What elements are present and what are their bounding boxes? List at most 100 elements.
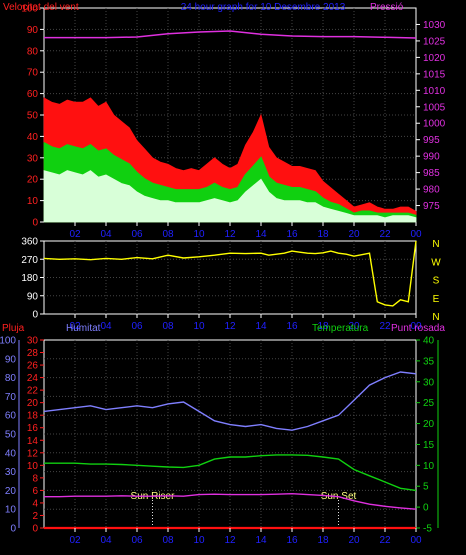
- direction-chart-x-tick-label: 16: [286, 321, 298, 332]
- direction-chart-x-tick-label: 06: [131, 321, 143, 332]
- rain-tick-label: 4: [32, 498, 38, 509]
- pressure-tick-label: 990: [423, 152, 440, 163]
- temp-chart-x-tick-label: 16: [286, 535, 298, 546]
- direction-chart-series: [43, 240, 417, 307]
- direction-chart-x-tick-label: 14: [255, 321, 267, 332]
- rain-tick-label: 2: [32, 511, 38, 522]
- temp-chart-x-tick-label: 08: [162, 535, 174, 546]
- temp-chart-x-tick-label: 22: [379, 535, 391, 546]
- rain-tick-label: 20: [27, 398, 39, 409]
- wind-speed-tick-label: 0: [32, 218, 38, 229]
- pressure-tick-label: 1000: [423, 119, 446, 130]
- wind-speed-axis: 0 10 20 30 40 50 60 70 80 90 100: [21, 4, 44, 229]
- direction-chart-x-tick-label: 12: [224, 321, 236, 332]
- temperature-tick-label: 5: [423, 482, 429, 493]
- temp-chart-x-tick-label: 02: [69, 535, 81, 546]
- humidity-tick-label: 80: [5, 373, 17, 384]
- pressure-tick-label: 995: [423, 135, 440, 146]
- temperature-tick-label: 40: [423, 336, 435, 347]
- compass-tick-label: S: [433, 276, 440, 287]
- rain-tick-label: 24: [27, 373, 39, 384]
- temperature-tick-label: 30: [423, 377, 435, 388]
- temperature-tick-label: 35: [423, 356, 435, 367]
- dew-point-line: [44, 492, 417, 510]
- rain-tick-label: 18: [27, 411, 39, 422]
- humidity-temperature-chart: Sun Riser Sun Set 02468101214161820222426…: [0, 323, 445, 546]
- wind-chart-x-tick-label: 14: [255, 229, 267, 240]
- rain-tick-label: 14: [27, 436, 39, 447]
- pressure-line: [44, 30, 417, 39]
- rain-axis-label: Pluja: [2, 323, 25, 334]
- temp-chart-x-tick-label: 00: [410, 535, 422, 546]
- dew-point-axis-label: Punt rosada: [391, 323, 445, 334]
- direction-chart-x-tick-label: 18: [317, 321, 329, 332]
- temperature-axis: -5 0 5 10 15 20 25 30 35 40: [416, 336, 439, 535]
- compass-tick-label: W: [431, 257, 441, 268]
- rain-tick-label: 28: [27, 348, 39, 359]
- compass-tick-label: E: [433, 294, 440, 305]
- temperature-tick-label: 15: [423, 440, 435, 451]
- wind-chart-x-tick-label: 10: [193, 229, 205, 240]
- rain-tick-label: 22: [27, 386, 39, 397]
- temp-chart-x-tick-label: 04: [100, 535, 112, 546]
- wind-chart-x-tick-label: 00: [410, 229, 422, 240]
- temp-chart-x-tick-label: 06: [131, 535, 143, 546]
- humidity-tick-label: 100: [0, 336, 16, 347]
- humidity-tick-label: 10: [5, 505, 17, 516]
- rain-tick-label: 30: [27, 336, 39, 347]
- wind-chart-x-tick-label: 20: [348, 229, 360, 240]
- pressure-axis-label: Pressió: [370, 2, 404, 13]
- pressure-axis: 975 980 985 990 995 1000 1005 1010 1015 1020 1025 1…: [416, 20, 446, 212]
- temperature-tick-label: 20: [423, 419, 435, 430]
- temperature-line: [44, 454, 417, 492]
- wind-speed-tick-label: 60: [27, 89, 39, 100]
- humidity-tick-label: 60: [5, 411, 17, 422]
- humidity-tick-label: 70: [5, 392, 17, 403]
- direction-chart-x-axis: 02 04 06 08 10 12 14 16 18 20 22 00: [69, 314, 422, 332]
- wind-speed-tick-label: 80: [27, 46, 39, 57]
- pressure-tick-label: 985: [423, 168, 440, 179]
- temperature-tick-label: -5: [423, 524, 432, 535]
- wind-chart-x-tick-label: 12: [224, 229, 236, 240]
- humidity-axis-label: Humitat: [66, 323, 101, 334]
- rain-tick-label: 12: [27, 448, 39, 459]
- direction-chart-x-tick-label: 22: [379, 321, 391, 332]
- wind-speed-tick-label: 20: [27, 175, 39, 186]
- humidity-line: [43, 371, 417, 431]
- wind-speed-axis-label: Velocitat del vent: [3, 2, 79, 13]
- humidity-tick-label: 40: [5, 448, 17, 459]
- rain-tick-label: 26: [27, 361, 39, 372]
- temp-chart-x-tick-label: 12: [224, 535, 236, 546]
- temperature-tick-label: 0: [423, 503, 429, 514]
- direction-chart-x-tick-label: 00: [410, 321, 422, 332]
- wind-minimum-area: [43, 170, 417, 223]
- temp-chart-x-tick-label: 20: [348, 535, 360, 546]
- wind-speed-tick-label: 30: [27, 153, 39, 164]
- rain-tick-label: 0: [32, 524, 38, 535]
- wind-average-line: [43, 142, 417, 217]
- wind-chart-x-tick-label: 22: [379, 229, 391, 240]
- wind-speed-tick-label: 70: [27, 68, 39, 79]
- pressure-tick-label: 980: [423, 185, 440, 196]
- humidity-tick-label: 0: [10, 524, 16, 535]
- direction-chart-x-tick-label: 20: [348, 321, 360, 332]
- direction-chart-x-tick-label: 04: [100, 321, 112, 332]
- wind-speed-tick-label: 10: [27, 196, 39, 207]
- humidity-axis: 0 10 20 30 40 50 60 70 80 90 100: [0, 336, 20, 535]
- temp-chart-x-tick-label: 14: [255, 535, 267, 546]
- wind-speed-tick-label: 50: [27, 111, 39, 122]
- wind-chart-x-tick-label: 06: [131, 229, 143, 240]
- temp-chart-x-tick-label: 18: [317, 535, 329, 546]
- humidity-tick-label: 30: [5, 467, 17, 478]
- direction-tick-label: 360: [21, 237, 38, 248]
- compass-tick-label: N: [432, 239, 439, 250]
- direction-tick-label: 270: [21, 255, 38, 266]
- wind-chart-series: [43, 30, 417, 223]
- temp-chart-x-tick-label: 10: [193, 535, 205, 546]
- direction-tick-label: 90: [27, 291, 39, 302]
- humidity-tick-label: 90: [5, 354, 17, 365]
